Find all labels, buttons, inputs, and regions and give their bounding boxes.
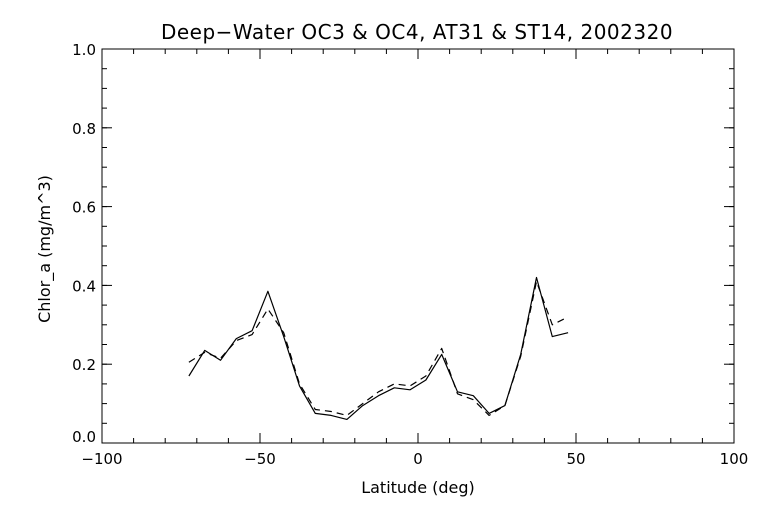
x-tick-label: 50	[566, 450, 585, 468]
y-tick-label: 0.4	[72, 277, 96, 295]
x-tick-label: −100	[81, 450, 122, 468]
plot-frame	[101, 48, 735, 444]
y-tick-label: 0.8	[72, 120, 96, 138]
chart-title: Deep−Water OC3 & OC4, AT31 & ST14, 20023…	[161, 20, 673, 44]
x-axis-label: Latitude (deg)	[361, 478, 475, 497]
y-tick-label: 0.6	[72, 199, 96, 217]
x-tick-label: 0	[413, 450, 423, 468]
series-lines	[188, 276, 569, 420]
y-tick-label: 0.2	[72, 356, 96, 374]
y-tick-labels: 0.0 0.2 0.4 0.6 0.8 1.0	[72, 41, 96, 446]
axis-ticks	[101, 48, 735, 444]
series-line-solid	[188, 276, 569, 420]
x-tick-label: 100	[720, 450, 749, 468]
series-line-dashed	[188, 280, 569, 416]
y-tick-label: 0.0	[72, 428, 96, 446]
x-tick-label: −50	[244, 450, 276, 468]
y-axis-label: Chlor_a (mg/m^3)	[35, 175, 55, 323]
x-tick-labels: −100 −50 0 50 100	[81, 450, 748, 468]
y-tick-label: 1.0	[72, 41, 96, 59]
